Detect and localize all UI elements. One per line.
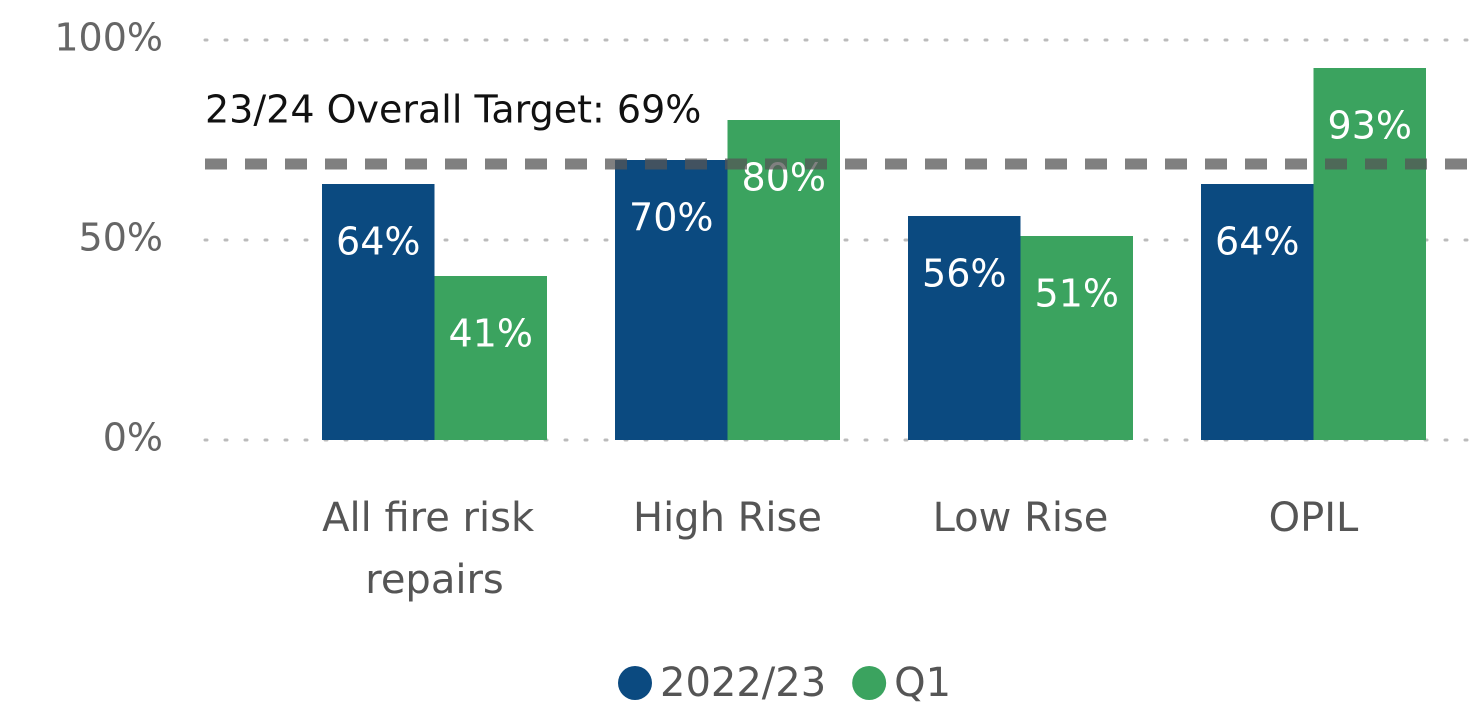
data-label: 70% [629,196,713,240]
legend-marker [852,666,887,700]
bars [322,68,1426,440]
legend-label: Q1 [894,660,951,706]
x-tick-label: All fire risk repairs [322,495,547,603]
bar [727,120,840,440]
bar [1020,236,1133,440]
data-label: 64% [336,220,420,264]
bar [1201,184,1314,440]
y-tick-label: 100% [54,16,163,60]
target-label: 23/24 Overall Target: 69% [205,88,701,132]
data-label: 64% [1215,220,1299,264]
bar [908,216,1021,440]
legend-marker [618,666,652,700]
data-label: 93% [1328,104,1412,148]
data-label: 41% [449,312,533,356]
data-label: 56% [922,252,1006,296]
bar [615,160,728,440]
bar [1313,68,1426,440]
x-tick-label: Low Rise [933,495,1109,541]
bar [322,184,435,440]
legend-label: 2022/23 [660,660,826,706]
y-tick-label: 50% [79,216,163,260]
bar [434,276,547,440]
data-label: 51% [1035,272,1119,316]
y-tick-label: 0% [103,416,163,460]
x-tick-label: High Rise [633,495,822,541]
x-tick-label: OPIL [1269,495,1359,541]
